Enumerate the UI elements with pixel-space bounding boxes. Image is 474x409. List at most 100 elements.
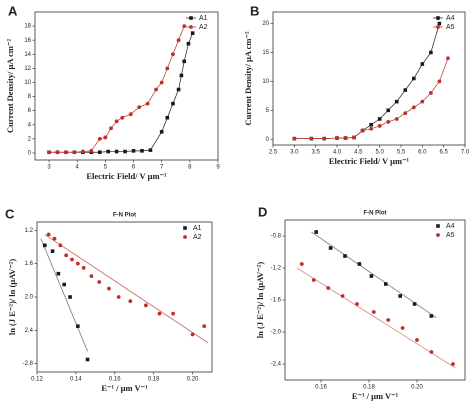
data-point [386,119,391,124]
x-tick-label: 0.12 [31,377,43,383]
data-point [42,243,47,248]
legend-label: A1 [193,225,202,232]
x-tick-label: 0.18 [148,377,160,383]
data-point [159,80,164,85]
data-point [451,362,455,366]
data-point [369,274,374,278]
data-point [377,124,382,128]
x-tick-label: 6 [132,165,136,171]
data-point [314,230,318,234]
data-point [47,150,51,155]
data-point [171,311,176,316]
x-axis-label: E⁻¹ / μm V⁻¹ [352,391,399,401]
y-axis-label: Current Density/ μA cm⁻² [243,31,253,126]
data-point [140,149,144,153]
data-point [412,302,417,306]
data-point [148,148,153,152]
data-point [128,112,133,117]
x-axis-label: E⁻¹ / μm V⁻¹ [101,383,148,393]
fit-line [44,234,209,344]
data-point [176,38,181,43]
x-axis-label: Electric Field/ V μm⁻¹ [329,156,410,166]
legend-label: A2 [193,234,202,241]
data-point [403,111,408,116]
x-tick-label: 6.5 [439,150,448,156]
data-point [58,243,63,248]
x-tick-label: 7 [160,165,164,171]
data-point [131,149,136,153]
y-tick-label: 2.4 [25,328,34,334]
plot-frame [34,11,219,161]
legend-label: A4 [446,223,455,230]
data-point [116,295,121,299]
y-tick-label: -2.8 [23,361,34,367]
data-point [429,50,433,55]
data-point [386,318,391,322]
data-point [412,76,416,81]
data-point [81,265,86,270]
data-point [176,87,181,92]
data-point [384,282,388,286]
data-point [89,274,94,279]
data-point [403,88,408,92]
data-point [415,338,419,342]
y-tick-label: 16 [24,38,31,44]
x-tick-label: 8 [188,165,192,171]
data-point [369,122,373,127]
y-tick-label: 18 [24,24,31,30]
data-point [322,136,327,141]
data-point [437,21,442,26]
data-point [357,262,362,266]
legend-marker [189,25,193,29]
y-tick-label: -2.0 [271,330,282,336]
y-tick-label: 8 [28,94,32,100]
data-point [420,99,425,104]
data-point [437,79,442,84]
data-point [190,31,195,35]
legend-marker [436,224,440,228]
x-tick-label: 5.5 [397,150,406,156]
series-line [294,58,449,139]
panel-label: C [5,206,15,221]
x-tick-label: 3.0 [290,150,299,156]
series-line [49,33,193,153]
x-tick-label: 6.0 [418,150,427,156]
data-point [62,282,67,287]
chart-title: F-N Plot [113,213,136,219]
data-point [107,286,111,291]
data-point [335,136,339,140]
data-point [128,299,133,304]
y-tick-label: 2 [28,136,32,142]
y-tick-label: -0.8 [271,234,282,240]
data-point [309,136,314,141]
y-tick-label: -1.2 [271,266,282,272]
data-point [446,56,450,61]
x-tick-label: 0.16 [315,385,327,391]
data-point [311,278,316,282]
data-point [398,294,402,298]
legend-label: A2 [199,24,208,31]
fit-line [296,267,456,369]
data-point [143,303,148,308]
data-point [394,117,399,121]
data-point [64,150,68,155]
data-point [429,350,434,354]
y-tick-label: 14 [24,52,31,58]
data-point [165,66,170,71]
y-tick-label: 10 [24,80,31,86]
data-point [360,128,365,133]
data-point [145,101,150,106]
x-tick-label: 4 [76,165,80,171]
data-point [420,62,425,66]
y-axis-label: ln (J E⁻²)/ ln (μAV⁻²) [255,262,265,339]
data-point [171,101,175,106]
data-point [46,232,51,237]
data-point [70,257,74,262]
y-tick-label: 6 [28,108,32,114]
data-point [355,302,359,306]
plot-frame [272,11,466,146]
data-point [400,326,405,330]
data-point [182,59,187,64]
data-point [50,249,55,253]
legend-label: A5 [446,232,455,239]
